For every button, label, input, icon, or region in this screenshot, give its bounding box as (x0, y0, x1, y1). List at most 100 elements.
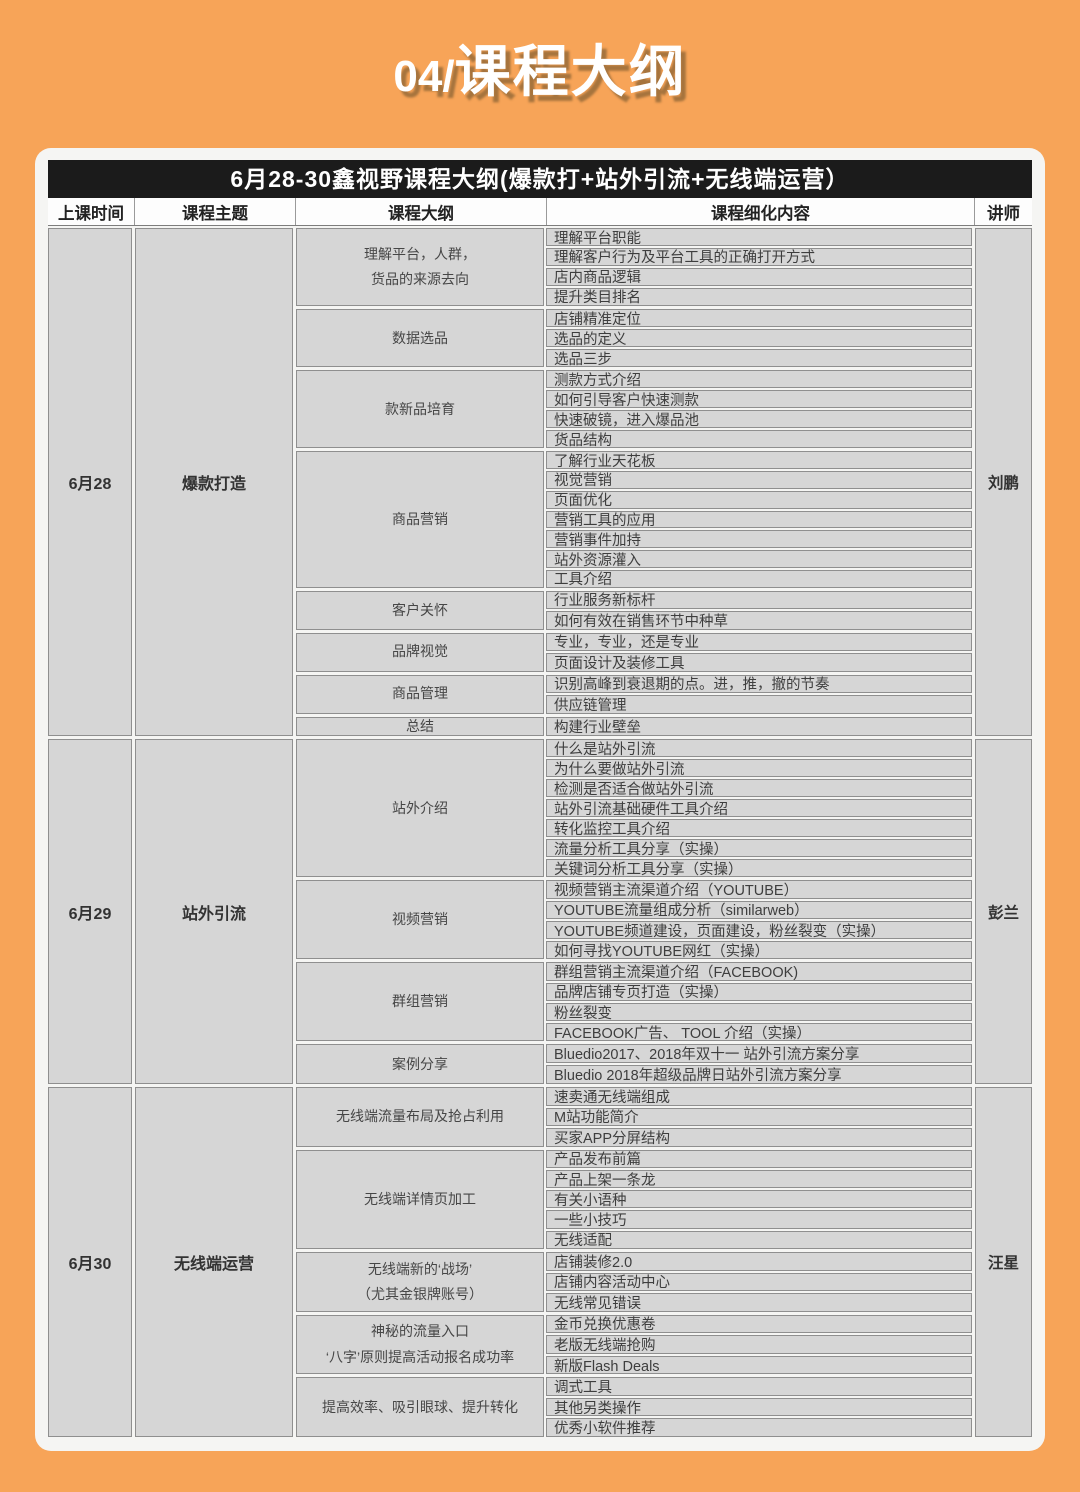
detail-cell: 页面优化 (546, 490, 972, 509)
detail-cell: FACEBOOK广告、 TOOL 介绍（实操） (546, 1023, 972, 1042)
detail-cell: Bluedio 2018年超级品牌日站外引流方案分享 (546, 1065, 972, 1085)
theme-cell: 站外引流 (135, 739, 293, 1084)
outline-line: 款新品培育 (385, 400, 455, 417)
outline-cell: 视频营销 (296, 880, 544, 960)
detail-cell: 群组营销主流渠道介绍（FACEBOOK) (546, 962, 972, 981)
detail-cell: 新版Flash Deals (546, 1355, 972, 1375)
outline-group: 案例分享 Bluedio2017、2018年双十一 站外引流方案分享 Bluedio… (296, 1044, 972, 1085)
detail-cell: 测款方式介绍 (546, 370, 972, 389)
detail-cell: 店铺精准定位 (546, 308, 972, 328)
outline-cell: 神秘的流量入口 ‘八字’原则提高活动报名成功率 (296, 1314, 544, 1375)
detail-cell: 买家APP分屏结构 (546, 1128, 972, 1147)
detail-cell: Bluedio2017、2018年双十一 站外引流方案分享 (546, 1044, 972, 1064)
outline-cell: 提高效率、吸引眼球、提升转化 (296, 1377, 544, 1437)
date-cell: 6月30 (48, 1087, 132, 1437)
outline-line: 总结 (406, 717, 434, 734)
detail-list: 产品发布前篇 产品上架一条龙 有关小语种 一些小技巧 无线适配 (546, 1149, 972, 1250)
outline-line: 无线端新的‘战场’ (367, 1260, 473, 1277)
theme-cell: 爆款打造 (135, 228, 293, 736)
outline-line: 客户关怀 (392, 601, 448, 618)
detail-cell: 店内商品逻辑 (546, 267, 972, 286)
outline-groups: 理解平台，人群， 货品的来源去向 理解平台职能 理解客户行为及平台工具的正确打开方式店… (296, 228, 972, 736)
outline-line: 视频营销 (392, 911, 448, 928)
detail-cell: 无线常见错误 (546, 1293, 972, 1312)
detail-cell: 店铺内容活动中心 (546, 1272, 972, 1292)
outline-cell: 商品营销 (296, 451, 544, 588)
outline-line: 提高效率、吸引眼球、提升转化 (322, 1398, 518, 1415)
outline-group: 无线端详情页加工 产品发布前篇 产品上架一条龙 有关小语种 一些小技巧 无线适配 (296, 1149, 972, 1250)
outline-cell: 品牌视觉 (296, 632, 544, 672)
outline-line: 案例分享 (392, 1055, 448, 1072)
detail-cell: 站外资源灌入 (546, 550, 972, 568)
detail-list: 金币兑换优惠卷 老版无线端抢购 新版Flash Deals (546, 1314, 972, 1375)
detail-list: 了解行业天花板 视觉营销 页面优化 营销工具的应用 营销事件加持 站外资源灌入 工具介绍 (546, 451, 972, 588)
page-title: 04/课程大纲 (0, 28, 1080, 116)
outline-line: 群组营销 (392, 993, 448, 1010)
course-outline-card: 6月28-30鑫视野课程大纲(爆款打+站外引流+无线端运营） 上课时间 课程主题… (35, 148, 1045, 1451)
detail-cell: 产品上架一条龙 (546, 1169, 972, 1189)
outline-cell: 理解平台，人群， 货品的来源去向 (296, 228, 544, 306)
detail-cell: 检测是否适合做站外引流 (546, 779, 972, 798)
outline-group: 总结 构建行业壁垒 (296, 716, 972, 736)
detail-list: 什么是站外引流 为什么要做站外引流 检测是否适合做站外引流 站外引流基础硬件工具介绍转… (546, 739, 972, 878)
detail-cell: 工具介绍 (546, 569, 972, 588)
detail-cell: 无线适配 (546, 1230, 972, 1250)
page-title-text: 课程大纲 (454, 40, 687, 103)
outline-line: 货品的来源去向 (371, 270, 469, 287)
outline-groups: 无线端流量布局及抢占利用 速卖通无线端组成 M站功能简介 买家APP分屏结构 无线端详情… (296, 1087, 972, 1437)
outline-cell: 案例分享 (296, 1044, 544, 1085)
detail-cell: 理解客户行为及平台工具的正确打开方式 (546, 247, 972, 266)
detail-cell: 粉丝裂变 (546, 1002, 972, 1022)
detail-cell: 速卖通无线端组成 (546, 1087, 972, 1106)
lecturer-cell: 汪星 (975, 1087, 1032, 1437)
detail-cell: 货品结构 (546, 430, 972, 449)
detail-list: 店铺装修2.0 店铺内容活动中心 无线常见错误 (546, 1252, 972, 1312)
outline-cell: 总结 (296, 716, 544, 736)
detail-list: 调式工具 其他另类操作 优秀小软件推荐 (546, 1377, 972, 1437)
detail-cell: 一些小技巧 (546, 1210, 972, 1229)
outline-line: 站外介绍 (392, 799, 448, 816)
detail-cell: 选品三步 (546, 349, 972, 368)
outline-cell: 站外介绍 (296, 739, 544, 878)
date-cell: 6月29 (48, 739, 132, 1084)
outline-group: 理解平台，人群， 货品的来源去向 理解平台职能 理解客户行为及平台工具的正确打开方式店… (296, 228, 972, 306)
detail-cell: 专业，专业，还是专业 (546, 632, 972, 652)
outline-line: 品牌视觉 (392, 643, 448, 660)
detail-cell: 如何引导客户快速测款 (546, 390, 972, 409)
detail-list: 测款方式介绍 如何引导客户快速测款 快速破镜，进入爆品池 货品结构 (546, 370, 972, 449)
outline-groups: 站外介绍 什么是站外引流 为什么要做站外引流 检测是否适合做站外引流 站外引流基础硬件工… (296, 739, 972, 1085)
detail-cell: 老版无线端抢购 (546, 1335, 972, 1354)
day-section: 6月28 爆款打造 理解平台，人群， 货品的来源去向 理解平台职能 理解客户行为及平台工具… (48, 228, 1032, 736)
detail-list: 速卖通无线端组成 M站功能简介 买家APP分屏结构 (546, 1087, 972, 1147)
day-section: 6月30 无线端运营 无线端流量布局及抢占利用 速卖通无线端组成 M站功能简介 买家APP… (48, 1087, 1032, 1437)
detail-cell: YOUTUBE流量组成分析（similarweb） (546, 900, 972, 919)
column-header-course-theme: 课程主题 (135, 198, 296, 225)
outline-cell: 数据选品 (296, 308, 544, 368)
detail-cell: 了解行业天花板 (546, 451, 972, 470)
outline-group: 数据选品 店铺精准定位 选品的定义 选品三步 (296, 308, 972, 368)
column-header-lecturer: 讲师 (987, 204, 1020, 223)
detail-list: 群组营销主流渠道介绍（FACEBOOK) 品牌店铺专页打造（实操） 粉丝裂变 FACE… (546, 962, 972, 1042)
detail-cell: 其他另类操作 (546, 1397, 972, 1417)
outline-group: 站外介绍 什么是站外引流 为什么要做站外引流 检测是否适合做站外引流 站外引流基础硬件工… (296, 739, 972, 878)
detail-list: 理解平台职能 理解客户行为及平台工具的正确打开方式 店内商品逻辑 提升类目排名 (546, 228, 972, 306)
detail-cell: 营销工具的应用 (546, 510, 972, 529)
outline-group: 无线端新的‘战场’ （尤其金银牌账号） 店铺装修2.0 店铺内容活动中心 无线常见错误 (296, 1252, 972, 1312)
column-header-course-details: 课程细化内容 (547, 198, 975, 225)
outline-group: 群组营销 群组营销主流渠道介绍（FACEBOOK) 品牌店铺专页打造（实操） 粉丝裂变… (296, 962, 972, 1042)
outline-group: 品牌视觉 专业，专业，还是专业 页面设计及装修工具 (296, 632, 972, 672)
page-title-number: 04/ (393, 52, 455, 101)
detail-cell: 视频营销主流渠道介绍（YOUTUBE） (546, 880, 972, 899)
detail-list: 店铺精准定位 选品的定义 选品三步 (546, 308, 972, 368)
outline-line: 数据选品 (392, 329, 448, 346)
detail-cell: 视觉营销 (546, 471, 972, 489)
outline-cell: 无线端流量布局及抢占利用 (296, 1087, 544, 1147)
lecturer-cell: 彭兰 (975, 739, 1032, 1084)
detail-cell: 流量分析工具分享（实操） (546, 839, 972, 858)
outline-line: 无线端流量布局及抢占利用 (336, 1108, 504, 1125)
detail-cell: M站功能简介 (546, 1107, 972, 1127)
detail-cell: 页面设计及装修工具 (546, 653, 972, 672)
column-header-class-time: 上课时间 (48, 198, 135, 225)
lecturer-cell: 刘鹏 (975, 228, 1032, 736)
detail-cell: 调式工具 (546, 1377, 972, 1396)
